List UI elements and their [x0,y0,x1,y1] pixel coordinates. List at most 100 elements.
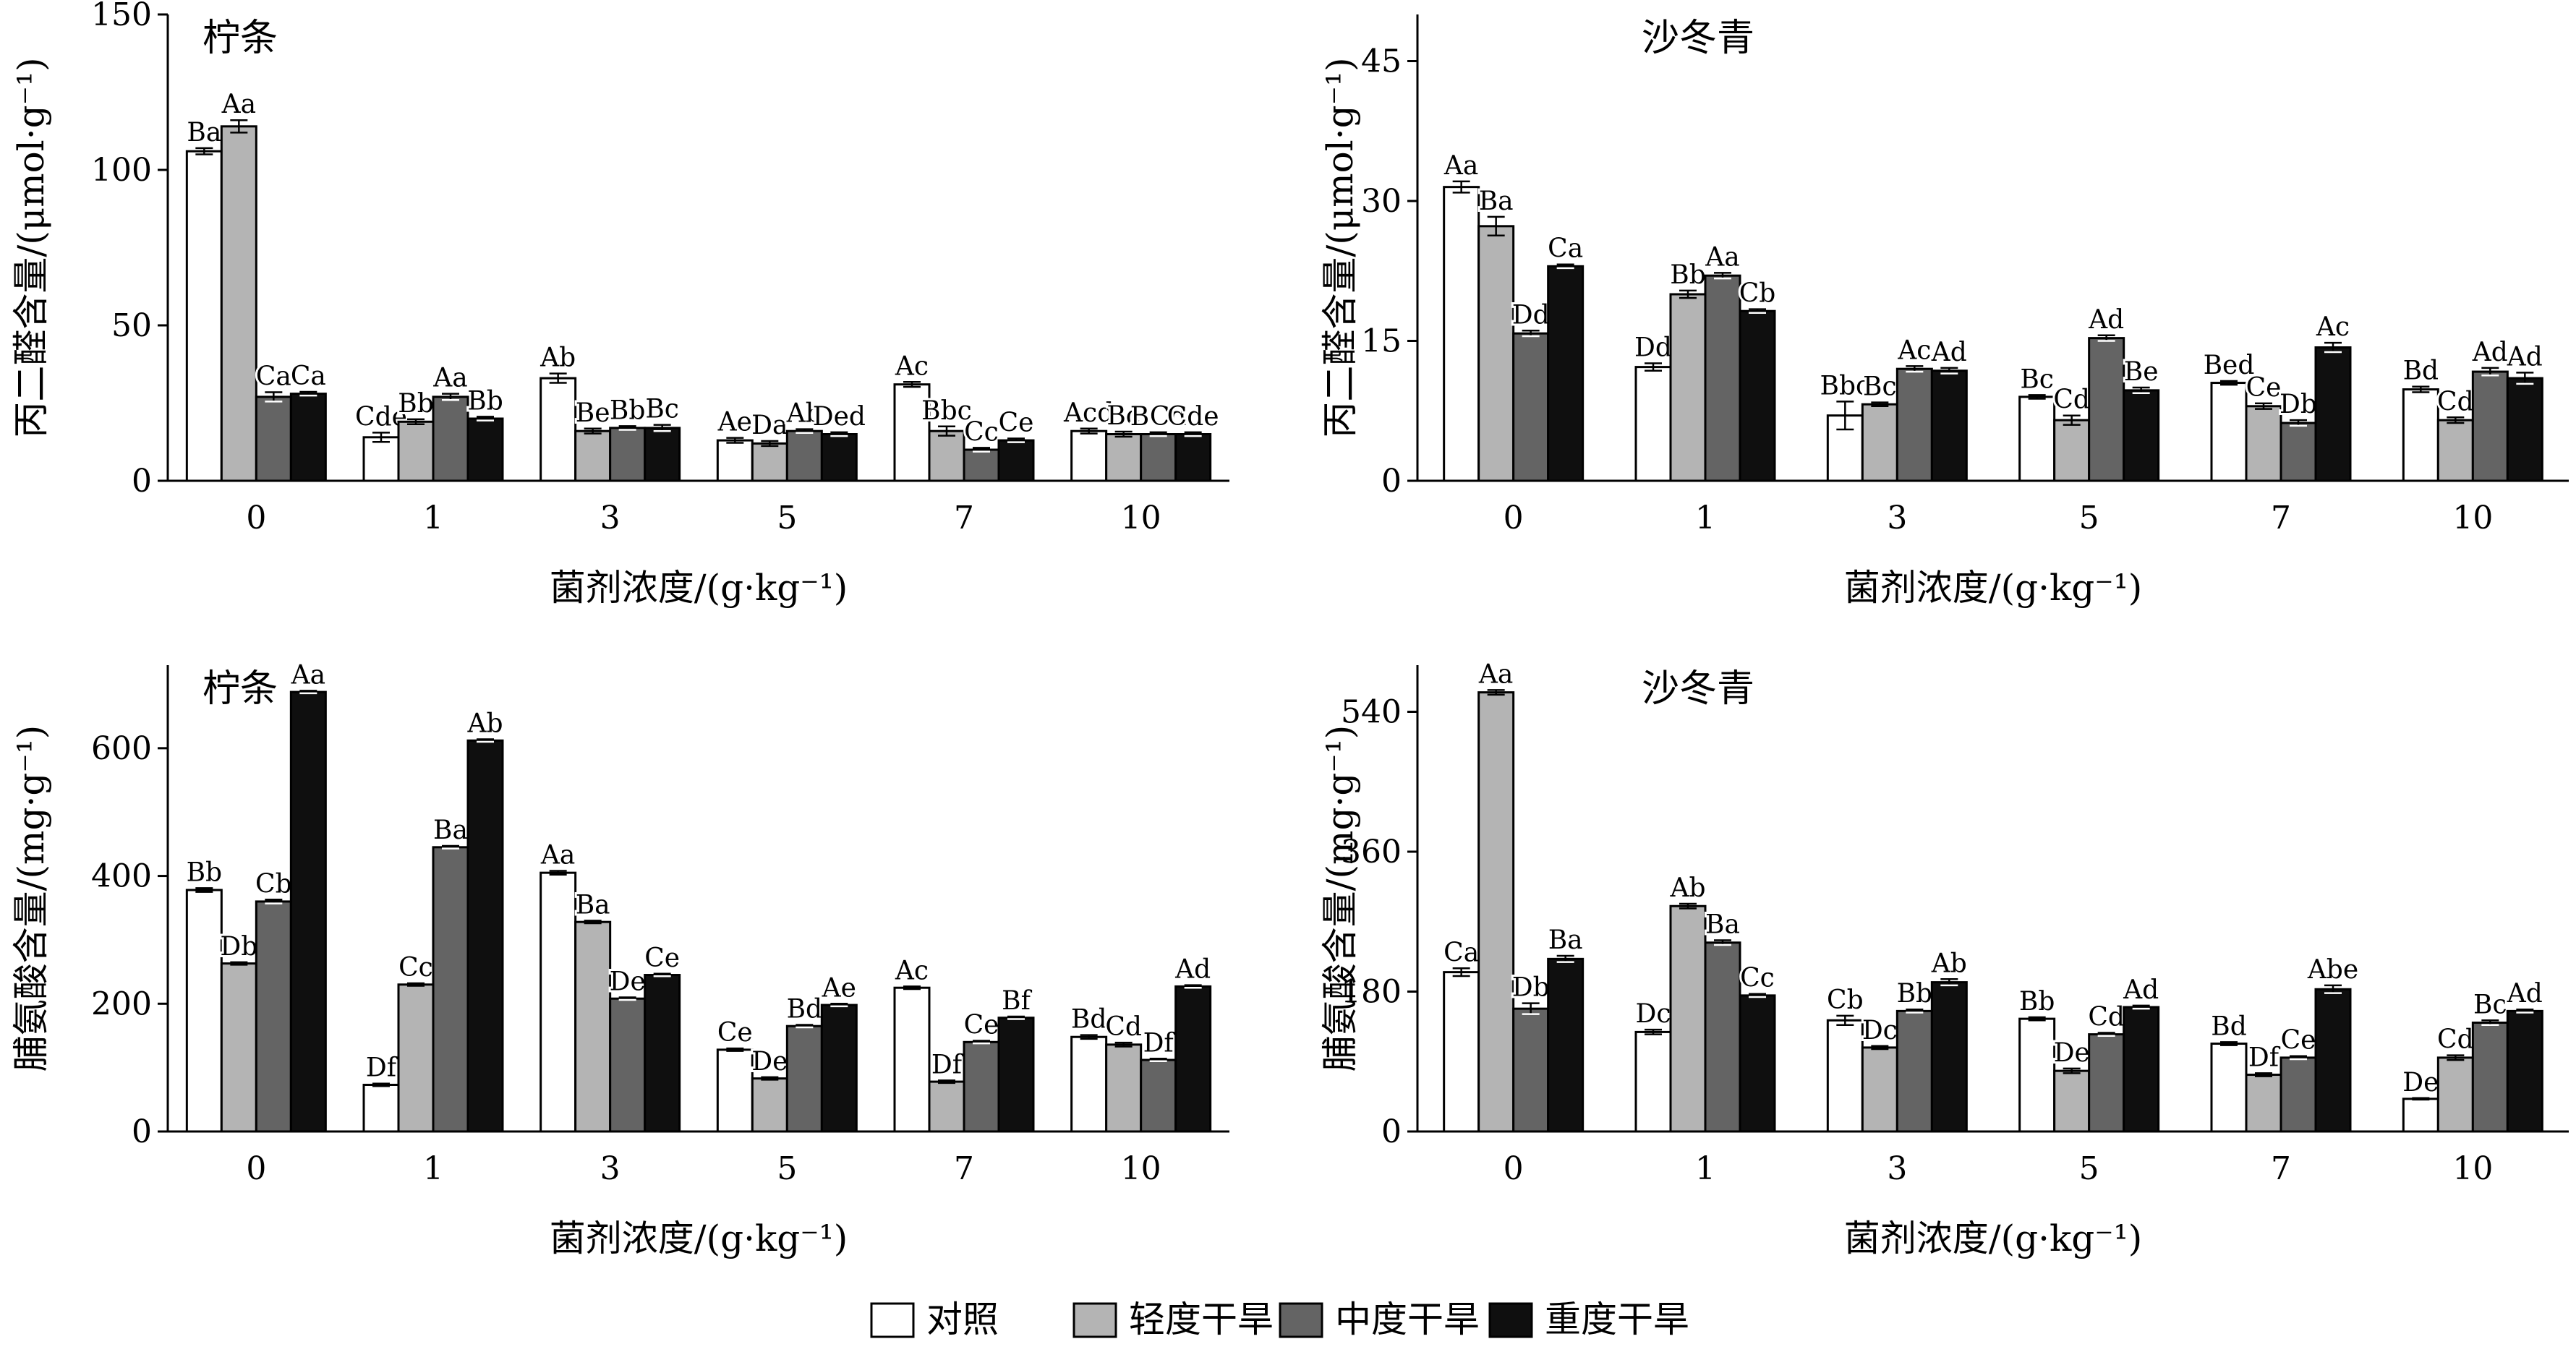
bar [963,1040,1000,1133]
bar [255,395,292,482]
bar-label: Aa [291,660,325,690]
bar-label: Bd [2403,356,2439,386]
bar [2245,405,2282,482]
bar-label: Bc [1863,372,1897,402]
bar-label: Ba [1548,925,1583,955]
bar-label: Aa [1705,242,1739,272]
legend-swatch [1279,1302,1323,1338]
bar-label: Dc [1635,999,1671,1029]
y-axis-label: 脯氨酸含量/(mg·g⁻¹) [1319,725,1361,1072]
bar [1477,691,1515,1133]
bar [2279,1056,2317,1133]
bar-label: Ce [999,408,1034,438]
x-tick-label: 3 [600,1150,620,1187]
bar-label: De [2402,1068,2439,1098]
y-tick-label: 50 [111,307,152,344]
panel-title: 柠条 [202,667,278,711]
bar-label: Bb [467,386,503,416]
bar-label: Ca [291,361,326,391]
legend-swatch [1488,1302,1533,1338]
bar [1895,1009,1933,1133]
bar [1105,433,1143,482]
bar [2402,388,2439,482]
x-tick-label: 10 [2452,1150,2493,1187]
bar [185,889,223,1133]
bar-label: De [751,1047,788,1077]
bar-label: Ba [187,118,221,147]
bar-label: Ac [2316,312,2350,342]
bar-label: Ab [1931,949,1967,978]
y-tick-label: 400 [91,858,152,895]
bar [997,1017,1035,1133]
bar-label: Ac [895,956,929,985]
bar-label: Ca [1548,234,1583,264]
bar-label: Ce [2281,1026,2316,1056]
bar-label: Db [1512,973,1550,1003]
bar-label: De [610,967,646,996]
x-tick-label: 0 [246,1150,266,1187]
bar-label: Cc [964,417,999,447]
x-tick-label: 10 [1121,1150,1161,1187]
legend: 对照 轻度干旱 中度干旱 重度干旱 [870,1298,1689,1340]
y-tick-label: 360 [1341,834,1402,870]
x-tick-label: 7 [2271,500,2291,536]
bar-label: Cde [1167,402,1219,432]
bar-label: Bc [2473,990,2507,1019]
bar [574,920,612,1133]
bar [220,962,257,1133]
bar-label: Cd [2437,387,2474,416]
bar [2245,1074,2282,1133]
bar [1547,265,1585,482]
bar-label: Bc [645,395,679,424]
x-tick-label: 5 [2079,1150,2099,1187]
bar-label: Dd [1634,333,1672,362]
bar [609,997,647,1133]
bar-label: Ab [1669,873,1705,903]
bar-label: Cc [1740,964,1775,993]
x-tick-label: 7 [954,1150,974,1187]
bar [2506,377,2543,482]
bar [1739,309,1776,482]
bar [751,1077,788,1133]
bar [289,393,327,482]
x-tick-label: 10 [2452,500,2493,536]
x-tick-label: 1 [1695,500,1715,536]
bar [574,429,612,482]
bar [785,429,823,482]
y-tick-label: 0 [132,1113,152,1150]
bar-label: Ca [1443,938,1479,967]
bar-label: Abe [2307,955,2358,985]
x-tick-label: 1 [1695,1150,1715,1187]
bar-label: Aa [432,364,467,393]
bar-label: Bd [2211,1011,2247,1041]
bar-label: Ad [1174,955,1211,985]
y-tick-label: 30 [1361,183,1402,220]
bar-label: Acd [1063,398,1114,428]
legend-label: 中度干旱 [1335,1298,1480,1340]
bar [220,125,257,482]
bar [1704,941,1741,1133]
bar [893,383,931,482]
y-tick-label: 200 [91,985,152,1022]
bar [1704,274,1741,482]
bar-label: Ce [964,1011,999,1040]
bar-label: Ab [466,709,503,738]
bar-label: Df [931,1050,964,1079]
legend-item: 重度干旱 [1488,1298,1689,1340]
x-tick-label: 3 [1887,1150,1907,1187]
bar-label: Bed [2204,351,2255,380]
bar-label: Cb [1739,279,1776,309]
bar-label: Ce [644,944,680,973]
bar [1140,1058,1177,1133]
bar [1443,186,1480,482]
bar [820,433,858,482]
y-tick-label: 180 [1341,974,1402,1011]
bar-label: Ba [433,816,468,845]
bar [2088,1033,2125,1133]
bar-label: Ba [1479,187,1514,216]
bar [362,1084,400,1133]
bar [1477,225,1515,482]
bar-label: Ca [256,361,291,391]
bar [539,377,577,482]
bar-label: Df [2248,1043,2281,1072]
